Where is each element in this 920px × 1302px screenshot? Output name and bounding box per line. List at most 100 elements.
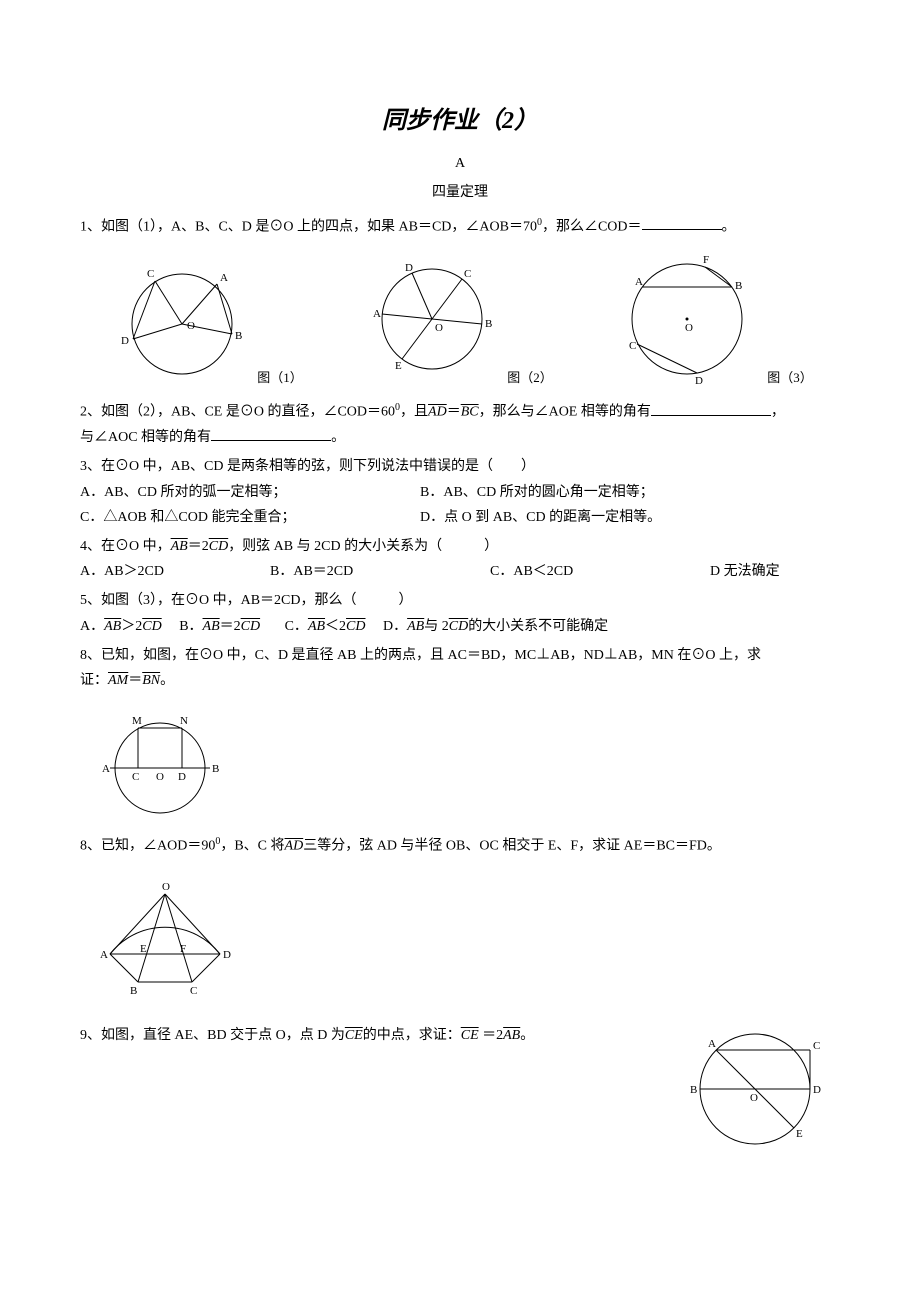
svg-text:F: F [703, 254, 709, 266]
q5-text: 5、如图（3），在⊙O 中，AB＝2CD，那么（ ） [80, 588, 840, 613]
q4-optA: A．AB＞2CD [80, 559, 230, 584]
svg-text:A: A [635, 276, 643, 288]
q5-lt: ＜2 [325, 619, 346, 634]
svg-text:C: C [147, 268, 154, 280]
svg-text:D: D [695, 375, 703, 387]
q8b-text-a: 8、已知，∠AOD＝90 [80, 839, 215, 854]
q5-arcD2: CD [449, 619, 468, 634]
q9-text-d: 。 [520, 1028, 534, 1043]
q9-text-b: 的中点，求证： [363, 1028, 461, 1043]
q1-text-b: ，那么∠COD＝ [542, 219, 642, 234]
svg-text:O: O [156, 771, 164, 783]
question-2: 2、如图（2），AB、CE 是⊙O 的直径，∠COD＝600，且AD＝BC，那么… [80, 399, 840, 450]
svg-text:A: A [708, 1038, 716, 1050]
q2-arc2: BC [461, 405, 479, 420]
figure-1-svg: A B C D O [107, 259, 257, 389]
question-1: 1、如图（1），A、B、C、D 是⊙O 上的四点，如果 AB＝CD，∠AOB＝7… [80, 214, 840, 240]
svg-text:B: B [235, 330, 242, 342]
q1-blank [642, 216, 722, 230]
q5-arcD1: AB [407, 619, 424, 634]
q9-text-a: 9、如图，直径 AE、BD 交于点 O，点 D 为 [80, 1028, 345, 1043]
figure-2-wrap: A B C D E O 图（2） [357, 259, 553, 389]
q4-text-a: 4、在⊙O 中， [80, 539, 171, 554]
svg-text:E: E [796, 1128, 803, 1140]
svg-text:B: B [735, 280, 742, 292]
q5-and: 与 2 [424, 619, 449, 634]
svg-text:O: O [685, 322, 693, 334]
page-title: 同步作业（2） [80, 100, 840, 143]
svg-text:C: C [132, 771, 139, 783]
svg-text:E: E [395, 360, 402, 372]
q4-text-b: ＝2 [188, 539, 209, 554]
svg-text:A: A [373, 308, 381, 320]
q2-blank1 [651, 402, 771, 416]
q8a-text: 8、已知，如图，在⊙O 中，C、D 是直径 AB 上的两点，且 AC＝BD，MC… [80, 643, 840, 668]
q5-gt: ＞2 [121, 619, 142, 634]
q4-text-c: ，则弦 AB 与 2CD 的大小关系为（ ） [228, 539, 498, 554]
q4-optB: B．AB＝2CD [270, 559, 450, 584]
q1-text-c: 。 [722, 219, 736, 234]
question-9: 9、如图，直径 AE、BD 交于点 O，点 D 为CE的中点，求证：CE ＝2A… [80, 1023, 650, 1048]
q5-optB-a: B． [179, 619, 202, 634]
figure-3-label: 图（3） [767, 366, 813, 389]
q9-text-c: ＝2 [479, 1028, 504, 1043]
svg-text:E: E [140, 943, 147, 955]
svg-text:O: O [435, 322, 443, 334]
svg-text:O: O [750, 1092, 758, 1104]
svg-text:B: B [130, 985, 137, 997]
q8b-text-c: 三等分，弦 AD 与半径 OB、OC 相交于 E、F，求证 AE＝BC＝FD。 [303, 839, 721, 854]
q5-eq: ＝2 [220, 619, 241, 634]
q3-text: 3、在⊙O 中，AB、CD 是两条相等的弦，则下列说法中错误的是（ ） [80, 454, 840, 479]
question-5: 5、如图（3），在⊙O 中，AB＝2CD，那么（ ） A．AB＞2CD B．AB… [80, 588, 840, 638]
subtitle-letter: A [80, 151, 840, 176]
svg-text:C: C [464, 268, 471, 280]
q2-text-a: 2、如图（2），AB、CE 是⊙O 的直径，∠COD＝60 [80, 405, 395, 420]
svg-text:D: D [813, 1084, 821, 1096]
q8b-arc1: AD [285, 839, 304, 854]
svg-text:B: B [485, 318, 492, 330]
figure-2-svg: A B C D E O [357, 259, 507, 389]
q2-line2-b: 。 [331, 430, 345, 445]
q5-optA-a: A． [80, 619, 104, 634]
q5-arcC1: AB [308, 619, 325, 634]
svg-text:A: A [100, 949, 108, 961]
q8a-mid: ＝ [128, 673, 142, 688]
svg-text:O: O [162, 881, 170, 893]
q8a-line2-a: 证： [80, 673, 108, 688]
svg-text:D: D [405, 262, 413, 274]
q8a-arc1: AM [108, 673, 128, 688]
q3-optC: C．△AOB 和△COD 能完全重合； [80, 505, 380, 530]
subtitle: 四量定理 [80, 180, 840, 205]
svg-text:D: D [178, 771, 186, 783]
q2-line2-a: 与∠AOC 相等的角有 [80, 430, 211, 445]
question-9-wrap: 9、如图，直径 AE、BD 交于点 O，点 D 为CE的中点，求证：CE ＝2A… [80, 1019, 840, 1159]
figure-q9-svg: A B C D E O [670, 1019, 840, 1159]
svg-text:A: A [220, 272, 228, 284]
svg-text:C: C [813, 1040, 820, 1052]
figure-2-label: 图（2） [507, 366, 553, 389]
q9-arc1: CE [345, 1028, 363, 1043]
q5-arcB1: AB [203, 619, 220, 634]
svg-text:B: B [212, 763, 219, 775]
question-4: 4、在⊙O 中，AB＝2CD，则弦 AB 与 2CD 的大小关系为（ ） A．A… [80, 534, 840, 584]
figure-3-wrap: A B C D F O 图（3） [607, 249, 813, 389]
figure-q8a: A B C D O M N [80, 708, 840, 818]
figure-q8b: O A D B C E F [80, 874, 840, 1004]
svg-text:C: C [629, 340, 636, 352]
q2-text-d: ，那么与∠AOE 相等的角有 [479, 405, 651, 420]
question-3: 3、在⊙O 中，AB、CD 是两条相等的弦，则下列说法中错误的是（ ） A．AB… [80, 454, 840, 530]
q3-optA: A．AB、CD 所对的弧一定相等； [80, 480, 380, 505]
q5-arcB2: CD [241, 619, 260, 634]
q8b-text-b: ，B、C 将 [220, 839, 284, 854]
q8a-arc2: BN [142, 673, 160, 688]
svg-text:N: N [180, 715, 188, 727]
svg-text:M: M [132, 715, 142, 727]
svg-text:D: D [121, 335, 129, 347]
q5-optD-a: D． [383, 619, 407, 634]
q5-arcC2: CD [346, 619, 365, 634]
svg-text:C: C [190, 985, 197, 997]
question-8a: 8、已知，如图，在⊙O 中，C、D 是直径 AB 上的两点，且 AC＝BD，MC… [80, 643, 840, 693]
figure-q8a-svg: A B C D O M N [80, 708, 240, 818]
q9-arc3: AB [503, 1028, 520, 1043]
q4-arc2: CD [209, 539, 228, 554]
